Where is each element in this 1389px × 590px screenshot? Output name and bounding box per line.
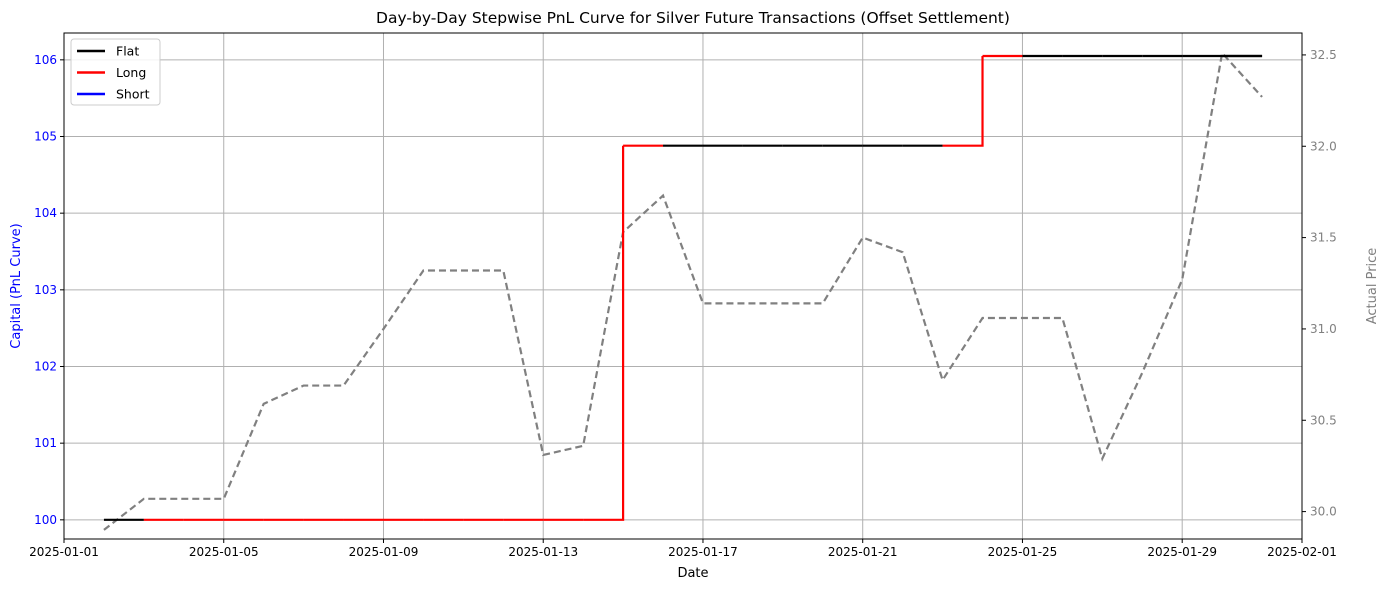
grid-lines (63, 33, 1303, 539)
x-axis-ticks: 2025-01-01 2025-01-05 2025-01-09 2025-01-13… (29, 539, 1337, 559)
right-y-tick-label: 32.0 (1310, 139, 1337, 153)
plot-frame (63, 32, 1303, 540)
x-tick-label: 2025-01-29 (1147, 545, 1217, 559)
legend: Flat Long Short (70, 38, 161, 106)
left-y-tick-label: 104 (34, 206, 57, 220)
x-tick-label: 2025-01-13 (508, 545, 578, 559)
legend-box (70, 38, 161, 106)
left-y-tick-label: 102 (34, 360, 57, 374)
x-tick-label: 2025-01-25 (988, 545, 1058, 559)
right-y-tick-label: 31.0 (1310, 322, 1337, 336)
legend-label-long: Long (116, 65, 146, 80)
x-axis-title: Date (677, 566, 708, 581)
chart-title: Day-by-Day Stepwise PnL Curve for Silver… (376, 9, 1010, 27)
price-series (103, 50, 1263, 531)
x-tick-label: 2025-01-05 (189, 545, 259, 559)
x-tick-label: 2025-02-01 (1267, 545, 1337, 559)
legend-label-flat: Flat (116, 44, 139, 59)
x-tick-label: 2025-01-21 (828, 545, 898, 559)
left-y-tick-label: 103 (34, 283, 57, 297)
right-y-tick-label: 31.5 (1310, 231, 1337, 245)
pnl-segment (583, 145, 625, 521)
x-tick-label: 2025-01-09 (349, 545, 419, 559)
left-y-tick-label: 101 (34, 436, 57, 450)
right-y-axis-ticks: 30.0 30.5 31.0 31.5 32.0 32.5 (1302, 48, 1337, 519)
x-tick-label: 2025-01-01 (29, 545, 99, 559)
pnl-segment (942, 56, 984, 147)
left-y-tick-label: 100 (34, 513, 57, 527)
left-y-axis-title: Capital (PnL Curve) (9, 223, 24, 348)
left-y-tick-label: 105 (34, 130, 57, 144)
right-y-tick-label: 30.5 (1310, 413, 1337, 427)
legend-label-short: Short (116, 87, 150, 102)
price-line (103, 50, 1263, 531)
left-y-axis-ticks: 100 101 102 103 104 105 106 (34, 53, 64, 527)
right-y-tick-label: 30.0 (1310, 505, 1337, 519)
pnl-series (103, 54, 1263, 521)
x-tick-label: 2025-01-17 (668, 545, 738, 559)
left-y-tick-label: 106 (34, 53, 57, 67)
right-y-tick-label: 32.5 (1310, 48, 1337, 62)
right-y-axis-title: Actual Price (1365, 248, 1380, 325)
